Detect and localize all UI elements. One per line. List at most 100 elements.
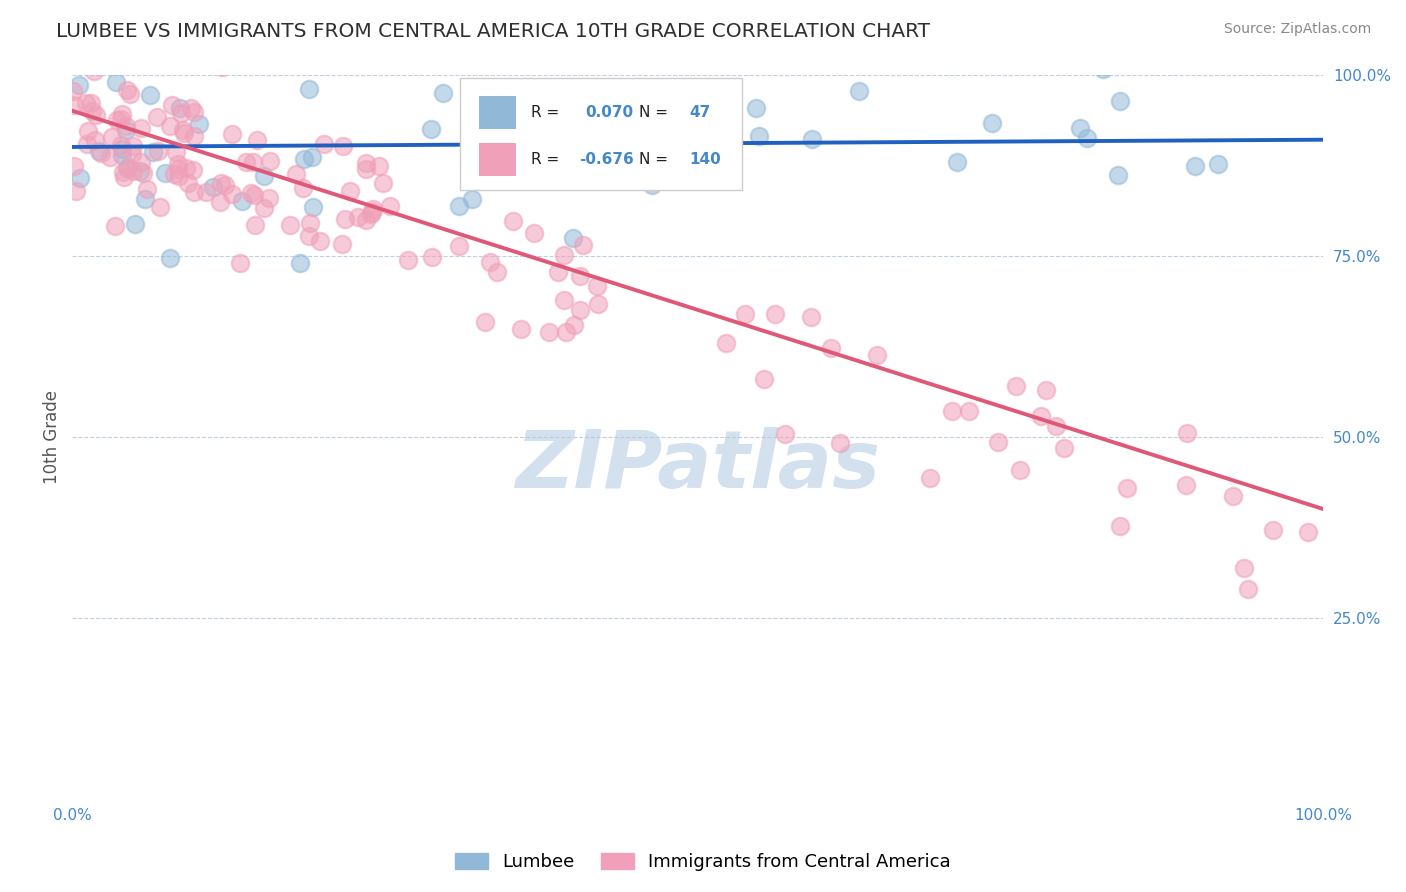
Point bbox=[221, 186, 243, 201]
Point bbox=[763, 307, 786, 321]
Point bbox=[129, 164, 152, 178]
Point bbox=[63, 98, 86, 112]
Point bbox=[523, 226, 546, 240]
Point bbox=[284, 167, 307, 181]
Point bbox=[641, 178, 664, 193]
Point bbox=[297, 228, 319, 243]
Text: N =: N = bbox=[638, 152, 668, 167]
Point bbox=[98, 150, 121, 164]
Text: 140: 140 bbox=[689, 152, 721, 167]
Point bbox=[160, 98, 183, 112]
Point bbox=[105, 113, 128, 128]
Point bbox=[301, 150, 323, 164]
Text: -0.676: -0.676 bbox=[579, 152, 634, 167]
Point bbox=[252, 201, 274, 215]
Point bbox=[245, 219, 267, 233]
Point bbox=[354, 155, 377, 169]
Point bbox=[87, 145, 110, 159]
Point bbox=[748, 128, 770, 143]
Point bbox=[170, 106, 193, 120]
Point bbox=[183, 185, 205, 199]
Point bbox=[1261, 523, 1284, 537]
Point bbox=[333, 212, 356, 227]
Point bbox=[110, 112, 132, 126]
Y-axis label: 10th Grade: 10th Grade bbox=[44, 390, 60, 483]
Point bbox=[461, 192, 484, 206]
Point bbox=[145, 111, 167, 125]
Point bbox=[209, 176, 232, 190]
Point bbox=[800, 132, 823, 146]
Point bbox=[474, 315, 496, 329]
Point bbox=[242, 154, 264, 169]
Point bbox=[866, 348, 889, 362]
Point bbox=[148, 144, 170, 158]
Point bbox=[76, 136, 98, 151]
Point bbox=[569, 303, 592, 318]
Point bbox=[502, 214, 524, 228]
Point bbox=[301, 200, 323, 214]
Point bbox=[69, 78, 91, 92]
Text: LUMBEE VS IMMIGRANTS FROM CENTRAL AMERICA 10TH GRADE CORRELATION CHART: LUMBEE VS IMMIGRANTS FROM CENTRAL AMERIC… bbox=[56, 22, 931, 41]
Point bbox=[298, 216, 321, 230]
Point bbox=[569, 268, 592, 283]
Point bbox=[167, 169, 190, 184]
Point bbox=[172, 123, 194, 137]
Point bbox=[1109, 519, 1132, 533]
Point bbox=[1076, 130, 1098, 145]
Point bbox=[139, 87, 162, 102]
Point bbox=[700, 148, 723, 162]
Point bbox=[163, 167, 186, 181]
Point bbox=[820, 341, 842, 355]
Point bbox=[1206, 157, 1229, 171]
Point bbox=[194, 185, 217, 199]
Point bbox=[718, 118, 741, 132]
Point bbox=[298, 81, 321, 95]
Point bbox=[173, 126, 195, 140]
Text: ZIPatlas: ZIPatlas bbox=[515, 426, 880, 505]
Point bbox=[478, 255, 501, 269]
Point bbox=[361, 202, 384, 216]
Point bbox=[432, 86, 454, 100]
Point bbox=[115, 123, 138, 137]
Point bbox=[339, 184, 361, 198]
Point bbox=[800, 310, 823, 325]
Point bbox=[129, 120, 152, 135]
Point bbox=[547, 265, 569, 279]
Point bbox=[117, 161, 139, 175]
Point bbox=[115, 120, 138, 134]
Point bbox=[257, 191, 280, 205]
Legend: Lumbee, Immigrants from Central America: Lumbee, Immigrants from Central America bbox=[449, 846, 957, 879]
Point bbox=[110, 138, 132, 153]
Point bbox=[378, 199, 401, 213]
Point bbox=[981, 116, 1004, 130]
Point bbox=[918, 471, 941, 485]
Point bbox=[714, 336, 737, 351]
Point bbox=[181, 162, 204, 177]
Point bbox=[174, 161, 197, 175]
Point bbox=[117, 160, 139, 174]
Point bbox=[354, 161, 377, 176]
Point bbox=[561, 231, 583, 245]
Point bbox=[288, 256, 311, 270]
Point bbox=[243, 188, 266, 202]
Point bbox=[83, 63, 105, 78]
Point bbox=[555, 325, 578, 339]
Point bbox=[347, 211, 370, 225]
Bar bbox=[479, 96, 516, 128]
Point bbox=[105, 75, 128, 89]
Point bbox=[361, 205, 384, 219]
Point bbox=[449, 199, 471, 213]
Point bbox=[291, 181, 314, 195]
Point bbox=[308, 234, 330, 248]
Point bbox=[159, 119, 181, 133]
Point bbox=[828, 436, 851, 450]
Point bbox=[367, 159, 389, 173]
Point bbox=[124, 217, 146, 231]
Text: Source: ZipAtlas.com: Source: ZipAtlas.com bbox=[1223, 22, 1371, 37]
Point bbox=[169, 101, 191, 115]
Point bbox=[84, 108, 107, 122]
Point bbox=[69, 171, 91, 186]
Point bbox=[111, 147, 134, 161]
Point bbox=[420, 121, 443, 136]
Point bbox=[449, 239, 471, 253]
